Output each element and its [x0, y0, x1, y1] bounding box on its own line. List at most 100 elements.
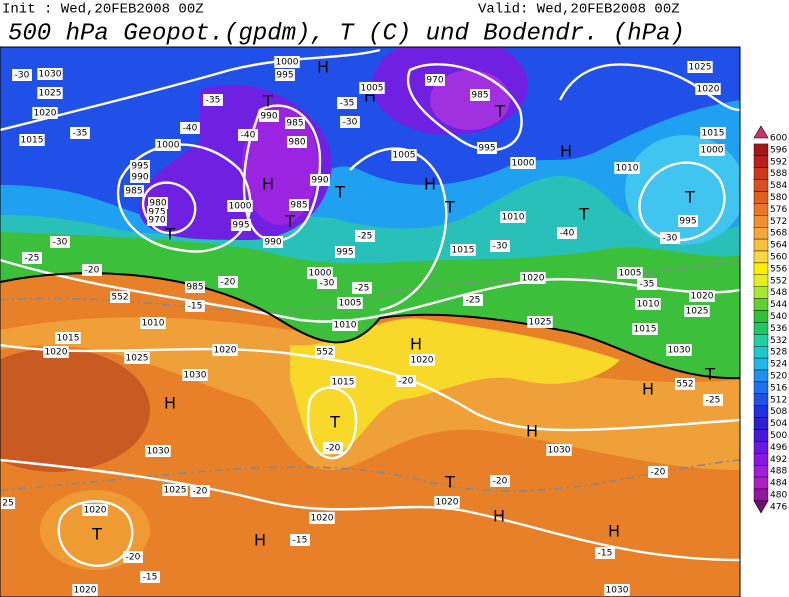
label-box: [684, 305, 710, 317]
label-box: [632, 323, 658, 335]
contour-label: 1005: [361, 84, 384, 94]
colorbar-label: 600: [770, 134, 787, 144]
label-box: [227, 200, 253, 212]
label-box: [140, 571, 160, 583]
contour-label: 1030: [548, 446, 571, 456]
label-box: [185, 281, 205, 293]
pressure-center: H: [560, 142, 572, 161]
contour-label: 1020: [436, 498, 459, 508]
label-box: [37, 87, 63, 99]
contour-label: 1000: [309, 269, 332, 279]
label-box: [218, 276, 238, 288]
contour-label: -15: [598, 549, 613, 559]
colorbar-label: 568: [770, 229, 787, 239]
colorbar-label: 488: [770, 467, 787, 477]
field: [430, 70, 510, 130]
label-box: [359, 82, 385, 94]
label-box: [520, 272, 546, 284]
contour-label: -35: [340, 99, 355, 109]
colorbar-label: 572: [770, 217, 787, 227]
colorbar-swatch: [753, 155, 769, 168]
contour-label: 1000: [276, 58, 299, 68]
contour-label: 1000: [512, 159, 535, 169]
label-box: [70, 127, 90, 139]
colorbar-label: 540: [770, 312, 787, 322]
valid-time: Valid: Wed,20FEB2008 00Z: [478, 2, 680, 18]
contour-label: 1015: [332, 378, 355, 388]
map-frame: [0, 46, 741, 597]
contour-label: 1020: [411, 356, 434, 366]
field: [625, 135, 740, 245]
label-box: [289, 199, 309, 211]
contour-label: -30: [15, 71, 30, 81]
colorbar-swatch: [753, 357, 769, 371]
label-box: [332, 319, 358, 331]
pressure-center: H: [493, 507, 505, 526]
colorbar-swatch: [753, 393, 769, 406]
contour-label: 1020: [691, 292, 714, 302]
contour-label: -40: [183, 124, 198, 134]
label-box: [648, 466, 668, 478]
contour-label: 1030: [184, 371, 207, 381]
contour-label: 1010: [502, 213, 525, 223]
contour-label: 1005: [339, 299, 362, 309]
label-box: [703, 394, 723, 406]
colorbar-label: 576: [770, 205, 787, 215]
contour-label: 1020: [214, 346, 237, 356]
colorbar-label: 560: [770, 253, 787, 263]
label-box: [307, 267, 333, 279]
colorbar-label: 532: [770, 336, 787, 346]
label-box: [185, 300, 205, 312]
label-box: [675, 378, 695, 390]
label-box: [678, 215, 698, 227]
colorbar-label: 536: [770, 324, 787, 334]
colorbar-swatch: [753, 369, 769, 383]
contour-label: 1025: [689, 63, 712, 73]
contour-label: 1020: [522, 274, 545, 284]
contour-label: -40: [241, 131, 256, 141]
colorbar-swatch: [753, 286, 769, 299]
label-box: [231, 219, 251, 231]
label-box: [110, 291, 130, 303]
label-box: [182, 369, 208, 381]
colorbar-label: 480: [770, 491, 787, 501]
label-box: [687, 61, 713, 73]
contour-label: -15: [293, 536, 308, 546]
isobar: [141, 181, 197, 235]
label-box: [22, 252, 42, 264]
label-box: [147, 214, 167, 226]
pressure-center: T: [578, 205, 589, 224]
colorbar-label: 592: [770, 157, 787, 167]
contour-label: 1025: [164, 486, 187, 496]
init-time: Init : Wed,20FEB2008 00Z: [2, 2, 204, 18]
contour-label: 1020: [45, 348, 68, 358]
isobar: [0, 343, 740, 432]
label-box: [19, 134, 45, 146]
contour-label: 1025: [126, 354, 149, 364]
contour-label: 1010: [616, 164, 639, 174]
colorbar-swatch: [753, 322, 769, 335]
contour-label: -35: [206, 96, 221, 106]
contour-label: -25: [466, 296, 481, 306]
contour-label: 1000: [701, 146, 724, 156]
colorbar-label: 484: [770, 479, 787, 489]
label-box: [124, 352, 150, 364]
label-box: [396, 375, 416, 387]
colorbar-label: 500: [770, 431, 787, 441]
label-box: [391, 149, 417, 161]
colorbar-label: 544: [770, 300, 787, 310]
contour-label: 1020: [697, 85, 720, 95]
contour-label: 995: [232, 221, 249, 231]
label-box: [335, 246, 355, 258]
colorbar-swatch: [753, 453, 769, 466]
colorbar-swatch: [753, 167, 769, 180]
label-box: [666, 344, 692, 356]
contour-label: -20: [399, 377, 414, 387]
colorbar-swatch: [753, 488, 769, 502]
label-box: [212, 344, 238, 356]
contour-label: 552: [316, 348, 333, 358]
label-box: [130, 160, 150, 172]
colorbar-swatch: [753, 441, 769, 454]
pressure-center: H: [410, 335, 422, 354]
